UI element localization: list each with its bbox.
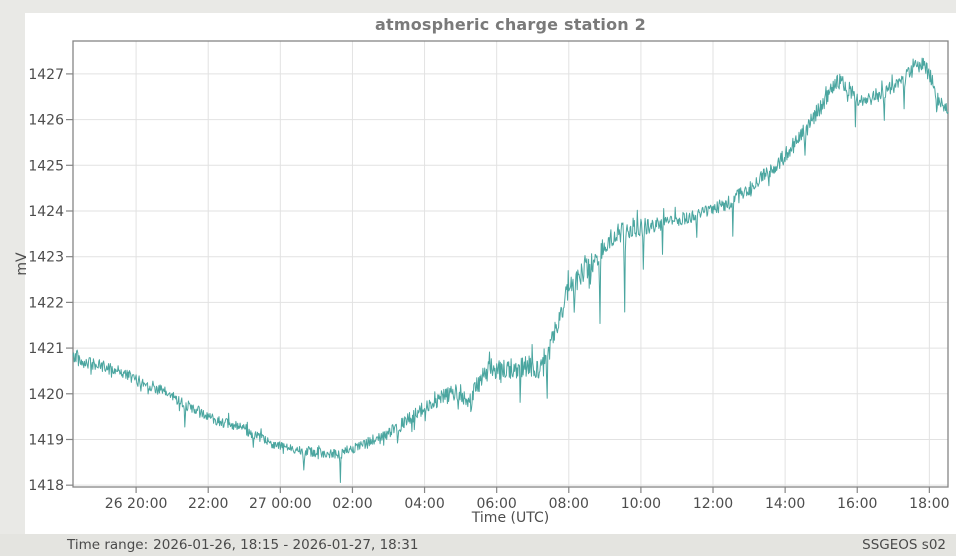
svg-text:02:00: 02:00 xyxy=(332,496,372,512)
svg-text:1419: 1419 xyxy=(28,432,64,448)
x-axis-label: Time (UTC) xyxy=(471,510,550,526)
svg-text:26 20:00: 26 20:00 xyxy=(105,496,168,512)
svg-text:06:00: 06:00 xyxy=(476,496,516,512)
svg-text:1426: 1426 xyxy=(28,113,64,129)
svg-text:10:00: 10:00 xyxy=(621,496,661,512)
y-axis-label: mV xyxy=(14,252,30,276)
svg-text:1425: 1425 xyxy=(28,158,64,174)
svg-text:1421: 1421 xyxy=(28,341,64,357)
svg-text:1424: 1424 xyxy=(28,204,64,220)
chart-title: atmospheric charge station 2 xyxy=(375,15,646,34)
svg-text:1423: 1423 xyxy=(28,250,64,266)
status-bar: Time range: 2026-01-26, 18:15 - 2026-01-2… xyxy=(0,534,956,556)
chart-card xyxy=(25,13,956,534)
svg-text:1427: 1427 xyxy=(28,67,64,83)
svg-text:1418: 1418 xyxy=(28,478,64,494)
source-label: SSGEOS s02 xyxy=(862,537,946,553)
svg-text:1420: 1420 xyxy=(28,387,64,403)
time-range-label: Time range: xyxy=(67,537,149,553)
svg-text:08:00: 08:00 xyxy=(549,496,589,512)
svg-text:22:00: 22:00 xyxy=(188,496,228,512)
svg-text:1422: 1422 xyxy=(28,295,64,311)
svg-text:14:00: 14:00 xyxy=(765,496,805,512)
svg-text:04:00: 04:00 xyxy=(404,496,444,512)
svg-text:27 00:00: 27 00:00 xyxy=(249,496,312,512)
time-range-value: 2026-01-26, 18:15 - 2026-01-27, 18:31 xyxy=(153,537,419,553)
svg-text:18:00: 18:00 xyxy=(909,496,949,512)
svg-text:16:00: 16:00 xyxy=(837,496,877,512)
svg-text:12:00: 12:00 xyxy=(693,496,733,512)
time-range: Time range: 2026-01-26, 18:15 - 2026-01-2… xyxy=(67,537,418,553)
